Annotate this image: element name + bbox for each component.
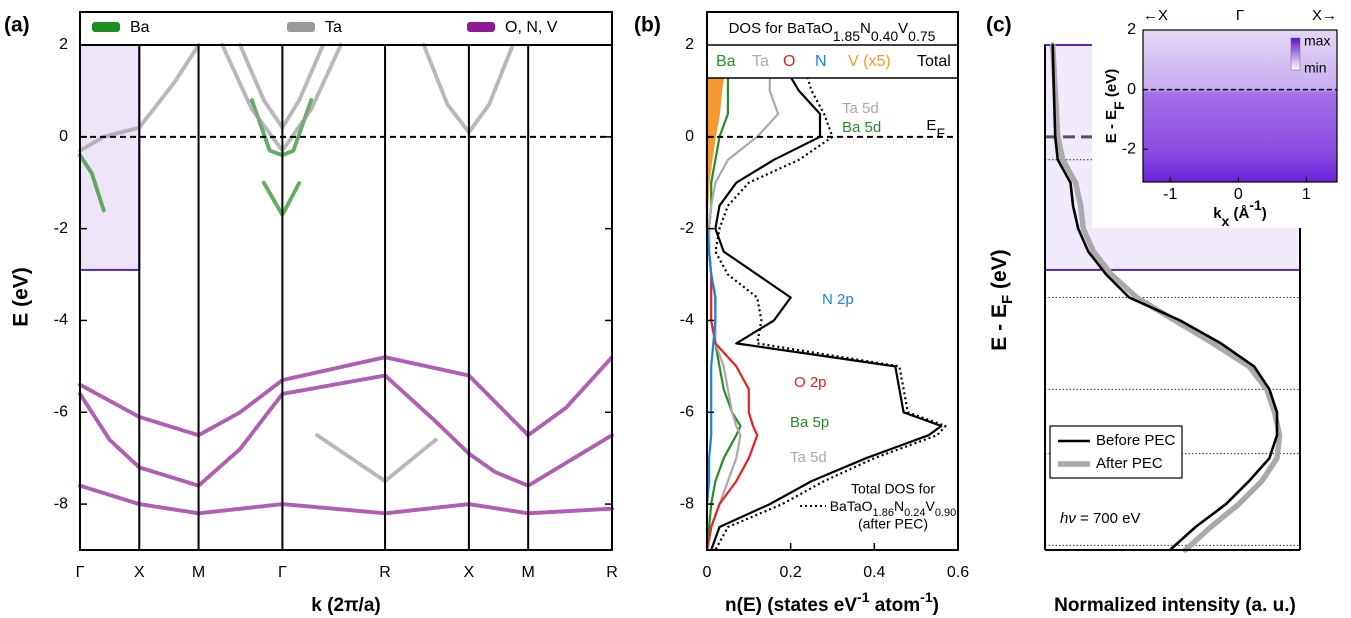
y-tick-label: -4	[54, 312, 68, 329]
plot-frame	[80, 12, 612, 550]
y-tick-label: 0	[59, 128, 68, 145]
panel-c-legend: hν = 700 eV Before PEC After PEC	[1050, 426, 1182, 527]
y-tick-label: -6	[54, 403, 68, 420]
x-tick-label: X	[134, 564, 145, 581]
band-line	[80, 45, 513, 481]
legend-label: After PEC	[1096, 455, 1163, 472]
panel-a: (a) E (eV) k (2π/a) Γ X M Γ R X M R 2 0 -2 -4 -6 -8 Ba…	[4, 12, 618, 616]
x-tick-label: R	[606, 564, 618, 581]
annotation: Ba 5d	[842, 119, 881, 136]
x-tick-label: 1	[1302, 186, 1311, 203]
x-tick-label: M	[522, 564, 535, 581]
heatmap	[1143, 30, 1337, 182]
annotation: hν = 700 eV	[1060, 510, 1140, 527]
top-label: Γ	[1236, 7, 1244, 24]
annotation: Ba 5p	[790, 414, 829, 431]
panel-b: (b) n(E) (states eV-1 atom-1) EF Ta 5d B…	[634, 12, 969, 616]
legend-label: Before PEC	[1096, 432, 1175, 449]
annotation: N 2p	[822, 291, 854, 308]
legend-label: O	[783, 53, 795, 70]
page: {"chart_data": [ {"type": "bands", "titl…	[0, 0, 1351, 618]
x-tick-label: Γ	[278, 564, 287, 581]
plot-area	[80, 45, 612, 550]
x-tick-label: 0	[703, 564, 712, 581]
legend-swatch	[287, 22, 315, 32]
x-tick-label: M	[192, 564, 205, 581]
y-tick-label: -2	[680, 220, 694, 237]
plot-frame	[707, 12, 958, 550]
x-tick-label: X	[464, 564, 475, 581]
x-tick-label: Γ	[76, 564, 85, 581]
legend-swatch	[467, 22, 495, 32]
plot-area	[707, 77, 958, 550]
legend-label: V (x5)	[848, 53, 891, 70]
legend-label: Ta	[325, 19, 342, 36]
inset: E - EF (eV) kx (Å-1) ←X Γ X→ maxmin20-2-…	[1092, 0, 1351, 229]
legend-label: Ba	[130, 19, 150, 36]
top-label: ←X	[1143, 7, 1168, 24]
y-tick-label: -2	[1122, 140, 1136, 157]
x-tick-label: R	[379, 564, 391, 581]
y-tick-label: 0	[685, 128, 694, 145]
panel-label: (a)	[4, 14, 30, 37]
legend-label: Ba	[716, 53, 736, 70]
y-tick-label: 2	[685, 36, 694, 53]
y-tick-label: -4	[680, 312, 694, 329]
x-tick-label: 0.2	[780, 564, 802, 581]
dos-line	[711, 77, 941, 550]
x-axis-label: k (2π/a)	[311, 595, 380, 616]
legend-label: (after PEC)	[858, 516, 928, 532]
legend-label: N	[815, 53, 827, 70]
colorbar-label: min	[1304, 60, 1327, 76]
legend-label: Total	[917, 53, 951, 70]
x-tick-label: -1	[1163, 186, 1177, 203]
annotation: O 2p	[794, 374, 827, 391]
annotation: Ta 5d	[790, 449, 827, 466]
y-tick-label: -8	[680, 495, 694, 512]
y-tick-label: 2	[59, 36, 68, 53]
x-tick-label: 0	[1234, 186, 1243, 203]
legend-swatch	[92, 22, 120, 32]
x-tick-label: 0.6	[947, 564, 969, 581]
y-tick-label: -6	[680, 403, 694, 420]
legend-label: O, N, V	[505, 19, 558, 36]
y-axis-label: E - EF (eV)	[988, 249, 1017, 350]
colorbar	[1291, 38, 1300, 70]
y-tick-label: 2	[1127, 21, 1136, 38]
legend-label: Total DOS for	[851, 481, 935, 497]
colorbar-label: max	[1304, 33, 1330, 49]
y-tick-label: -2	[54, 220, 68, 237]
band-line	[80, 357, 612, 513]
highlight-region	[80, 45, 139, 270]
x-axis-label: Normalized intensity (a. u.)	[1054, 595, 1296, 616]
y-tick-label: -8	[54, 495, 68, 512]
panel-label: (c)	[986, 14, 1012, 37]
panel-label: (b)	[634, 14, 661, 37]
y-tick-label: 0	[1127, 81, 1136, 98]
figure: (a) E (eV) k (2π/a) Γ X M Γ R X M R 2 0 -2 -4 -6 -8 Ba…	[0, 0, 1351, 618]
x-axis-label: n(E) (states eV-1 atom-1)	[725, 589, 939, 616]
x-tick-label: 0.4	[863, 564, 885, 581]
legend-label: Ta	[752, 53, 769, 70]
annotation: Ta 5d	[842, 100, 879, 117]
top-label: X→	[1312, 7, 1337, 24]
y-axis-label: E (eV)	[10, 267, 33, 327]
dos-line	[715, 77, 945, 550]
